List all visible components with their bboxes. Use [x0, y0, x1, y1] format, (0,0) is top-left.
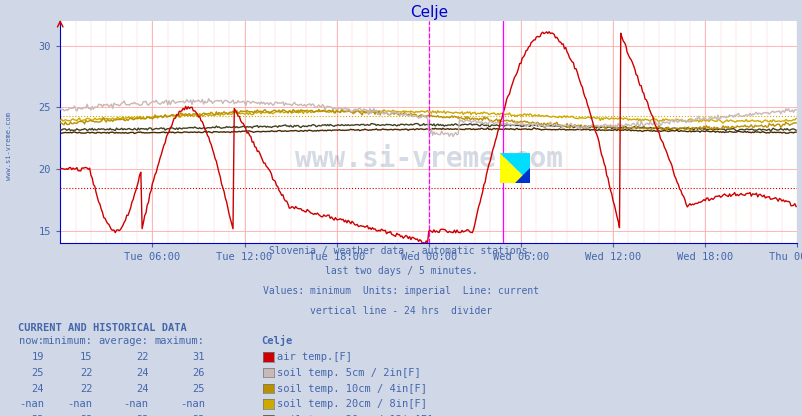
Text: now:: now: [19, 336, 44, 346]
Text: -nan: -nan [180, 399, 205, 409]
Text: 31: 31 [192, 352, 205, 362]
Text: 24: 24 [136, 368, 148, 378]
Text: minimum:: minimum: [43, 336, 92, 346]
Text: 24: 24 [31, 384, 44, 394]
Text: 19: 19 [31, 352, 44, 362]
Text: Slovenia / weather data - automatic stations.: Slovenia / weather data - automatic stat… [269, 246, 533, 256]
Text: air temp.[F]: air temp.[F] [277, 352, 351, 362]
Text: -nan: -nan [67, 399, 92, 409]
Polygon shape [515, 168, 530, 183]
Text: 25: 25 [31, 368, 44, 378]
Text: vertical line - 24 hrs  divider: vertical line - 24 hrs divider [310, 306, 492, 316]
Text: 24: 24 [136, 384, 148, 394]
Text: maximum:: maximum: [155, 336, 205, 346]
Polygon shape [500, 153, 530, 183]
Text: 23: 23 [136, 415, 148, 416]
Text: CURRENT AND HISTORICAL DATA: CURRENT AND HISTORICAL DATA [18, 323, 186, 333]
Text: soil temp. 30cm / 12in[F]: soil temp. 30cm / 12in[F] [277, 415, 433, 416]
Polygon shape [500, 153, 530, 183]
Text: -nan: -nan [124, 399, 148, 409]
Text: 22: 22 [79, 384, 92, 394]
Text: www.si-vreme.com: www.si-vreme.com [6, 111, 12, 180]
Text: last two days / 5 minutes.: last two days / 5 minutes. [325, 266, 477, 276]
Text: 23: 23 [192, 415, 205, 416]
Text: 22: 22 [79, 368, 92, 378]
Text: www.si-vreme.com: www.si-vreme.com [294, 145, 562, 173]
Text: Values: minimum  Units: imperial  Line: current: Values: minimum Units: imperial Line: cu… [263, 286, 539, 296]
Text: soil temp. 5cm / 2in[F]: soil temp. 5cm / 2in[F] [277, 368, 420, 378]
Text: soil temp. 10cm / 4in[F]: soil temp. 10cm / 4in[F] [277, 384, 427, 394]
Text: 22: 22 [79, 415, 92, 416]
Text: average:: average: [99, 336, 148, 346]
Title: Celje: Celje [409, 5, 448, 20]
Text: 23: 23 [31, 415, 44, 416]
Text: 26: 26 [192, 368, 205, 378]
Text: 15: 15 [79, 352, 92, 362]
Text: soil temp. 20cm / 8in[F]: soil temp. 20cm / 8in[F] [277, 399, 427, 409]
Text: 25: 25 [192, 384, 205, 394]
Text: Celje: Celje [261, 335, 292, 346]
Text: 22: 22 [136, 352, 148, 362]
Text: -nan: -nan [19, 399, 44, 409]
